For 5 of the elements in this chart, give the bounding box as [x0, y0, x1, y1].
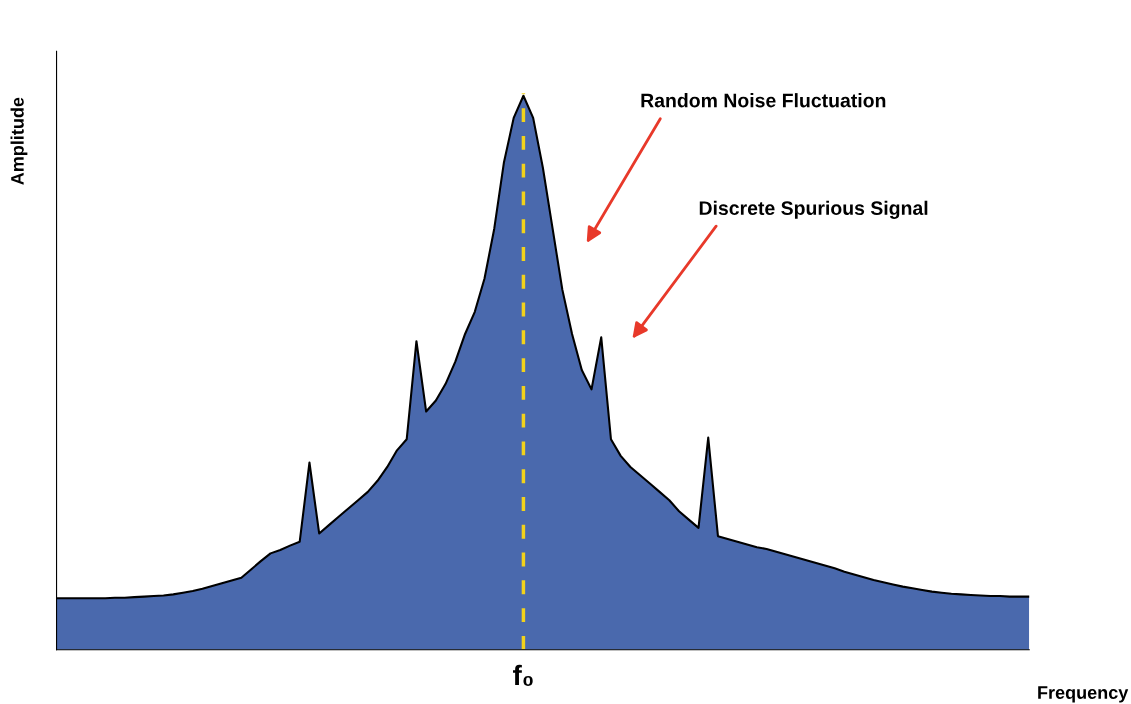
y-axis-title: Amplitude — [10, 97, 28, 185]
annotation: Random Noise Fluctuation — [641, 93, 886, 108]
text: f₀ — [513, 664, 533, 686]
annotation: Discrete Spurious Signal — [699, 200, 928, 219]
x-axis-title: Frequency — [1038, 686, 1129, 703]
